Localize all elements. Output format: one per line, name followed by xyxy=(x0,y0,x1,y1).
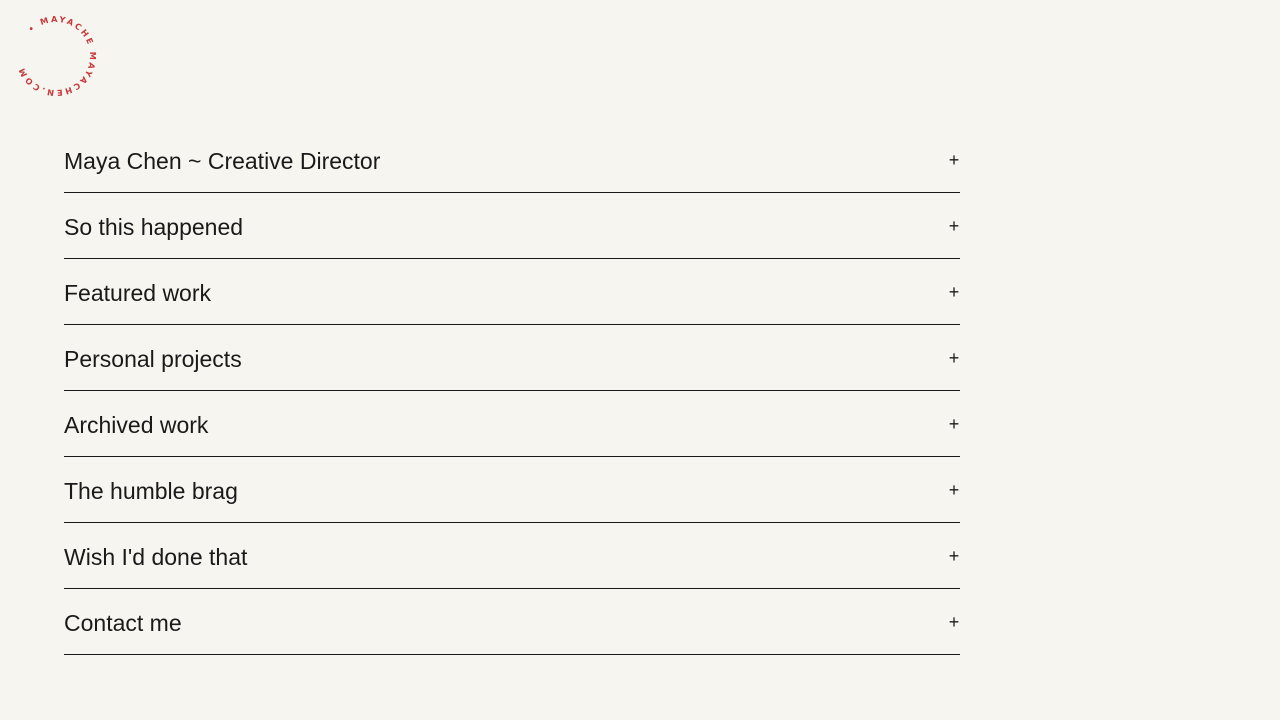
plus-icon[interactable]: + xyxy=(948,348,960,368)
item-label: Contact me xyxy=(64,609,182,636)
accordion-item-humble-brag[interactable]: The humble brag + xyxy=(64,457,960,523)
accordion-item-so-this-happened[interactable]: So this happened + xyxy=(64,193,960,259)
accordion-menu: Maya Chen ~ Creative Director + So this h… xyxy=(64,127,960,655)
item-label: So this happened xyxy=(64,213,244,240)
accordion-item-about[interactable]: Maya Chen ~ Creative Director + xyxy=(64,127,960,193)
item-label: Archived work xyxy=(64,411,209,438)
accordion-item-wish-id-done-that[interactable]: Wish I'd done that + xyxy=(64,523,960,589)
plus-icon[interactable]: + xyxy=(948,150,960,170)
item-label: Wish I'd done that xyxy=(64,543,248,570)
plus-icon[interactable]: + xyxy=(948,480,960,500)
item-label: Personal projects xyxy=(64,345,242,372)
item-label: Maya Chen ~ Creative Director xyxy=(64,147,381,174)
plus-icon[interactable]: + xyxy=(948,216,960,236)
plus-icon[interactable]: + xyxy=(948,414,960,434)
item-label: The humble brag xyxy=(64,477,238,504)
circular-logo[interactable]: • MAYACHE MAYACHEN.COM xyxy=(12,12,100,100)
accordion-item-contact[interactable]: Contact me + xyxy=(64,589,960,655)
accordion-item-personal-projects[interactable]: Personal projects + xyxy=(64,325,960,391)
plus-icon[interactable]: + xyxy=(948,282,960,302)
plus-icon[interactable]: + xyxy=(948,546,960,566)
accordion-item-featured-work[interactable]: Featured work + xyxy=(64,259,960,325)
plus-icon[interactable]: + xyxy=(948,612,960,632)
logo-text: • MAYACHE MAYACHEN.COM xyxy=(16,14,98,98)
accordion-item-archived-work[interactable]: Archived work + xyxy=(64,391,960,457)
item-label: Featured work xyxy=(64,279,212,306)
